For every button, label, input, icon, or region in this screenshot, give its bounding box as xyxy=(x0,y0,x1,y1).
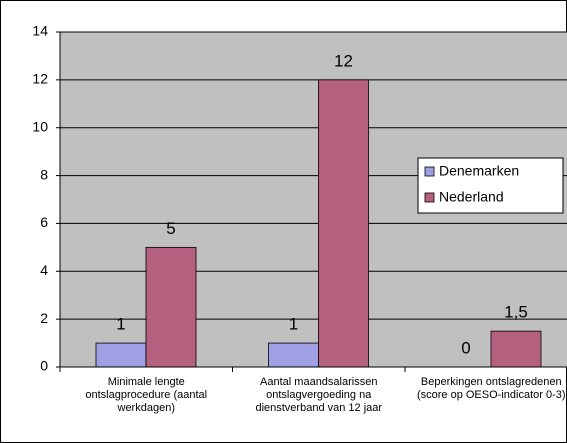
x-tick-label: Beperkingen ontslagredenen (score op OES… xyxy=(416,376,566,401)
value-label: 5 xyxy=(166,219,175,238)
value-label: 1,5 xyxy=(504,303,528,322)
legend-label: Denemarken xyxy=(439,163,519,179)
y-tick-label: 14 xyxy=(32,23,48,39)
legend-swatch xyxy=(424,192,435,203)
bar xyxy=(318,79,369,368)
y-tick-label: 4 xyxy=(40,262,48,278)
legend-swatch xyxy=(424,166,435,177)
bar xyxy=(490,330,542,368)
x-tick-label: Minimale lengte ontslagprocedure (aantal… xyxy=(85,376,208,414)
y-tick-label: 12 xyxy=(32,71,48,87)
y-tick-label: 0 xyxy=(40,358,48,374)
value-label: 0 xyxy=(461,338,470,357)
bar xyxy=(268,342,319,368)
y-tick-label: 8 xyxy=(40,166,48,182)
legend-label: Nederland xyxy=(439,189,504,205)
y-tick-label: 10 xyxy=(32,118,48,134)
bar xyxy=(145,246,197,368)
value-label: 1 xyxy=(116,315,125,334)
bar xyxy=(95,342,147,368)
legend-box xyxy=(417,157,564,214)
value-label: 12 xyxy=(334,51,353,70)
y-tick-label: 6 xyxy=(40,214,48,230)
x-tick-label: Aantal maandsalarissen ontslagvergoeding… xyxy=(255,376,383,414)
value-label: 1 xyxy=(289,315,298,334)
y-tick-label: 2 xyxy=(40,310,48,326)
